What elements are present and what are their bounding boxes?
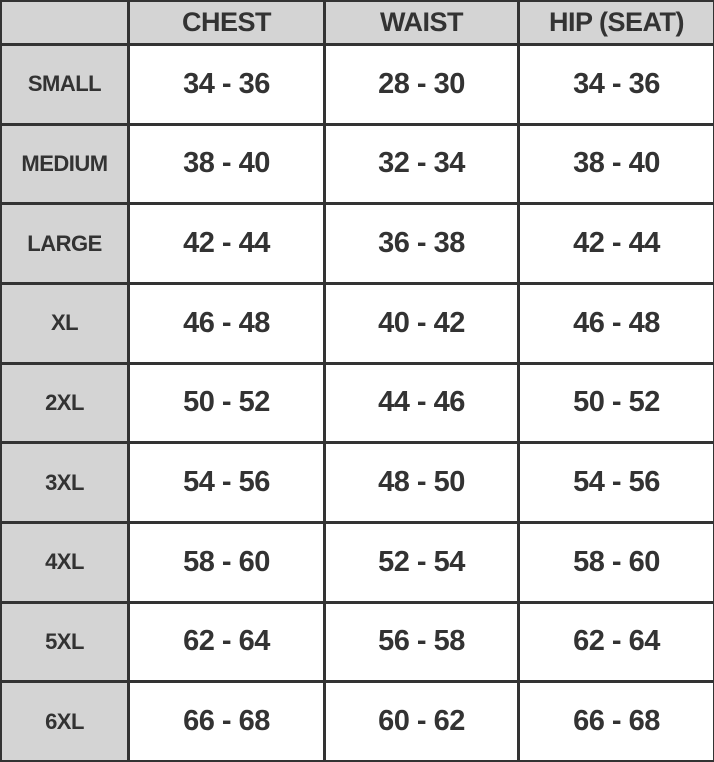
table-cell: 32 - 34 <box>326 125 517 203</box>
table-cell: 50 - 52 <box>520 364 713 442</box>
row-header-size: SMALL <box>2 46 127 123</box>
table-cell: 58 - 60 <box>130 523 323 601</box>
table-cell: 60 - 62 <box>326 683 517 760</box>
row-header-size: 2XL <box>2 364 127 442</box>
table-cell: 52 - 54 <box>326 523 517 601</box>
row-header-size: 4XL <box>2 523 127 601</box>
table-cell: 42 - 44 <box>520 205 713 282</box>
table-cell: 34 - 36 <box>520 46 713 123</box>
corner-cell <box>2 2 127 43</box>
table-cell: 50 - 52 <box>130 364 323 442</box>
table-cell: 62 - 64 <box>130 603 323 681</box>
table-cell: 40 - 42 <box>326 284 517 362</box>
column-header: HIP (SEAT) <box>520 2 713 43</box>
table-cell: 48 - 50 <box>326 444 517 521</box>
column-header: CHEST <box>130 2 323 43</box>
row-header-size: LARGE <box>2 205 127 282</box>
table-cell: 38 - 40 <box>520 125 713 203</box>
table-cell: 54 - 56 <box>130 444 323 521</box>
table-cell: 66 - 68 <box>520 683 713 760</box>
table-cell: 46 - 48 <box>130 284 323 362</box>
row-header-size: 5XL <box>2 603 127 681</box>
table-cell: 62 - 64 <box>520 603 713 681</box>
table-cell: 38 - 40 <box>130 125 323 203</box>
table-cell: 36 - 38 <box>326 205 517 282</box>
table-cell: 58 - 60 <box>520 523 713 601</box>
table-cell: 56 - 58 <box>326 603 517 681</box>
table-cell: 28 - 30 <box>326 46 517 123</box>
table-cell: 54 - 56 <box>520 444 713 521</box>
table-cell: 42 - 44 <box>130 205 323 282</box>
table-cell: 46 - 48 <box>520 284 713 362</box>
row-header-size: MEDIUM <box>2 125 127 203</box>
table-cell: 66 - 68 <box>130 683 323 760</box>
row-header-size: 6XL <box>2 683 127 760</box>
column-header: WAIST <box>326 2 517 43</box>
row-header-size: 3XL <box>2 444 127 521</box>
table-cell: 44 - 46 <box>326 364 517 442</box>
table-cell: 34 - 36 <box>130 46 323 123</box>
row-header-size: XL <box>2 284 127 362</box>
